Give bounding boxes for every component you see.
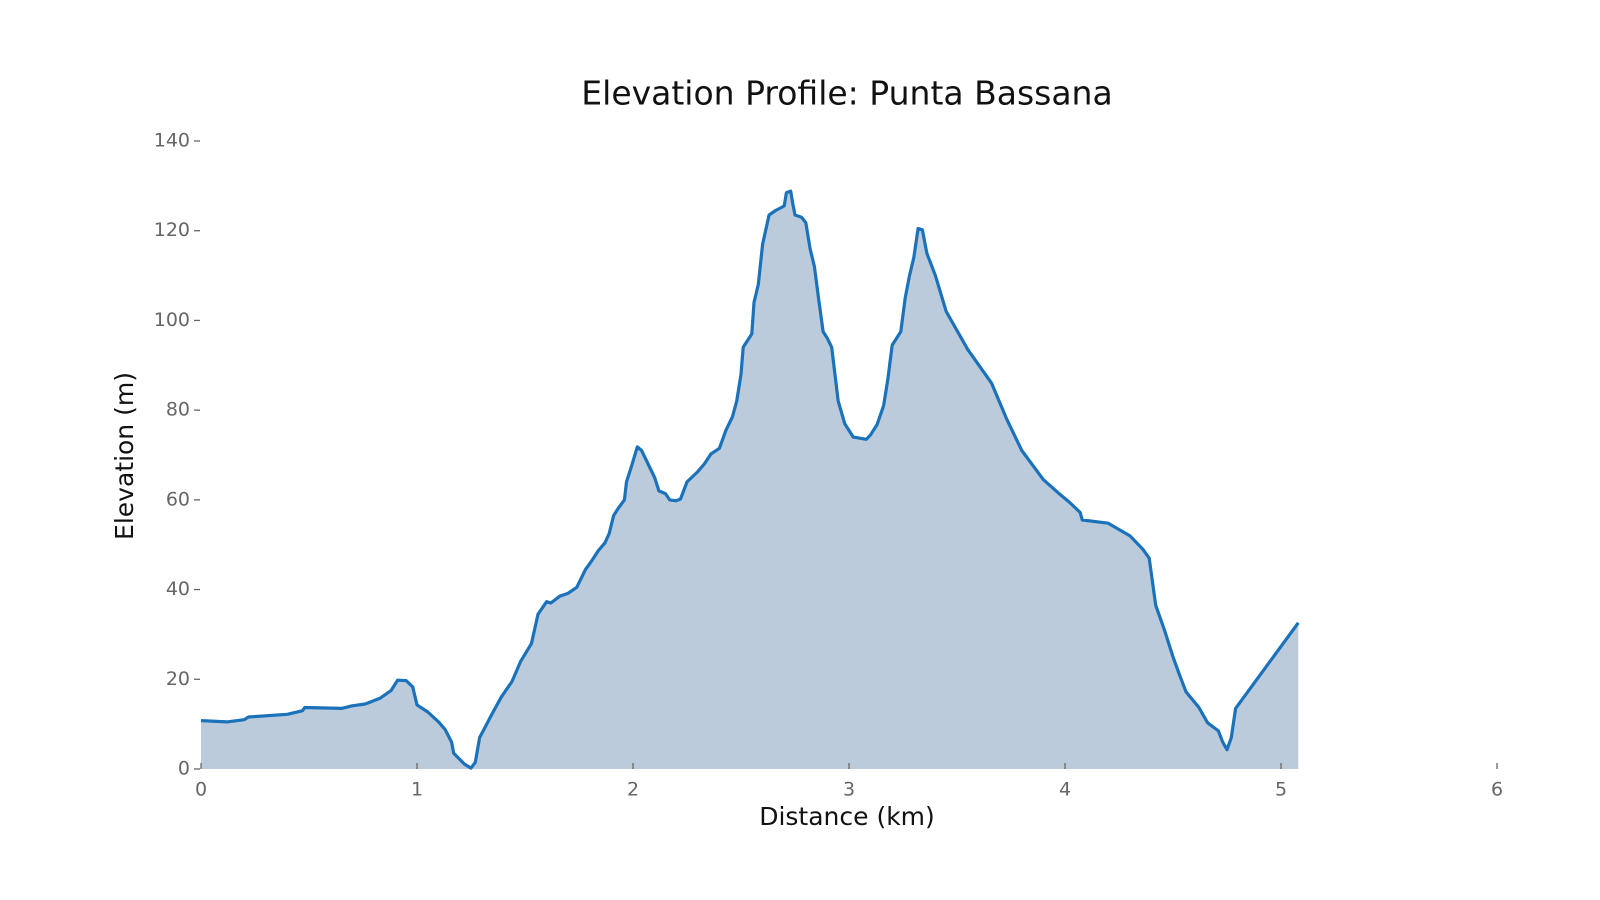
x-tick-label: 4: [1059, 779, 1071, 801]
x-axis-label: Distance (km): [759, 802, 935, 831]
x-tick-label: 3: [843, 779, 855, 801]
y-tick-label: 120: [154, 219, 190, 241]
y-tick-label: 0: [178, 758, 190, 780]
x-tick-label: 1: [411, 779, 423, 801]
y-tick-label: 40: [166, 578, 190, 600]
x-tick-label: 6: [1491, 779, 1503, 801]
x-tick-label: 5: [1275, 779, 1287, 801]
y-tick-label: 80: [166, 399, 190, 421]
area-fill: [201, 191, 1299, 769]
y-tick-label: 140: [154, 130, 190, 152]
x-tick-label: 2: [627, 779, 639, 801]
elevation-line: [200, 189, 1300, 770]
chart-title: Elevation Profile: Punta Bassana: [581, 74, 1112, 113]
x-tick-label: 0: [195, 779, 207, 801]
y-axis-label: Elevation (m): [110, 372, 139, 540]
y-tick-label: 100: [154, 309, 190, 331]
y-tick-label: 60: [166, 488, 190, 510]
y-tick-label: 20: [166, 668, 190, 690]
